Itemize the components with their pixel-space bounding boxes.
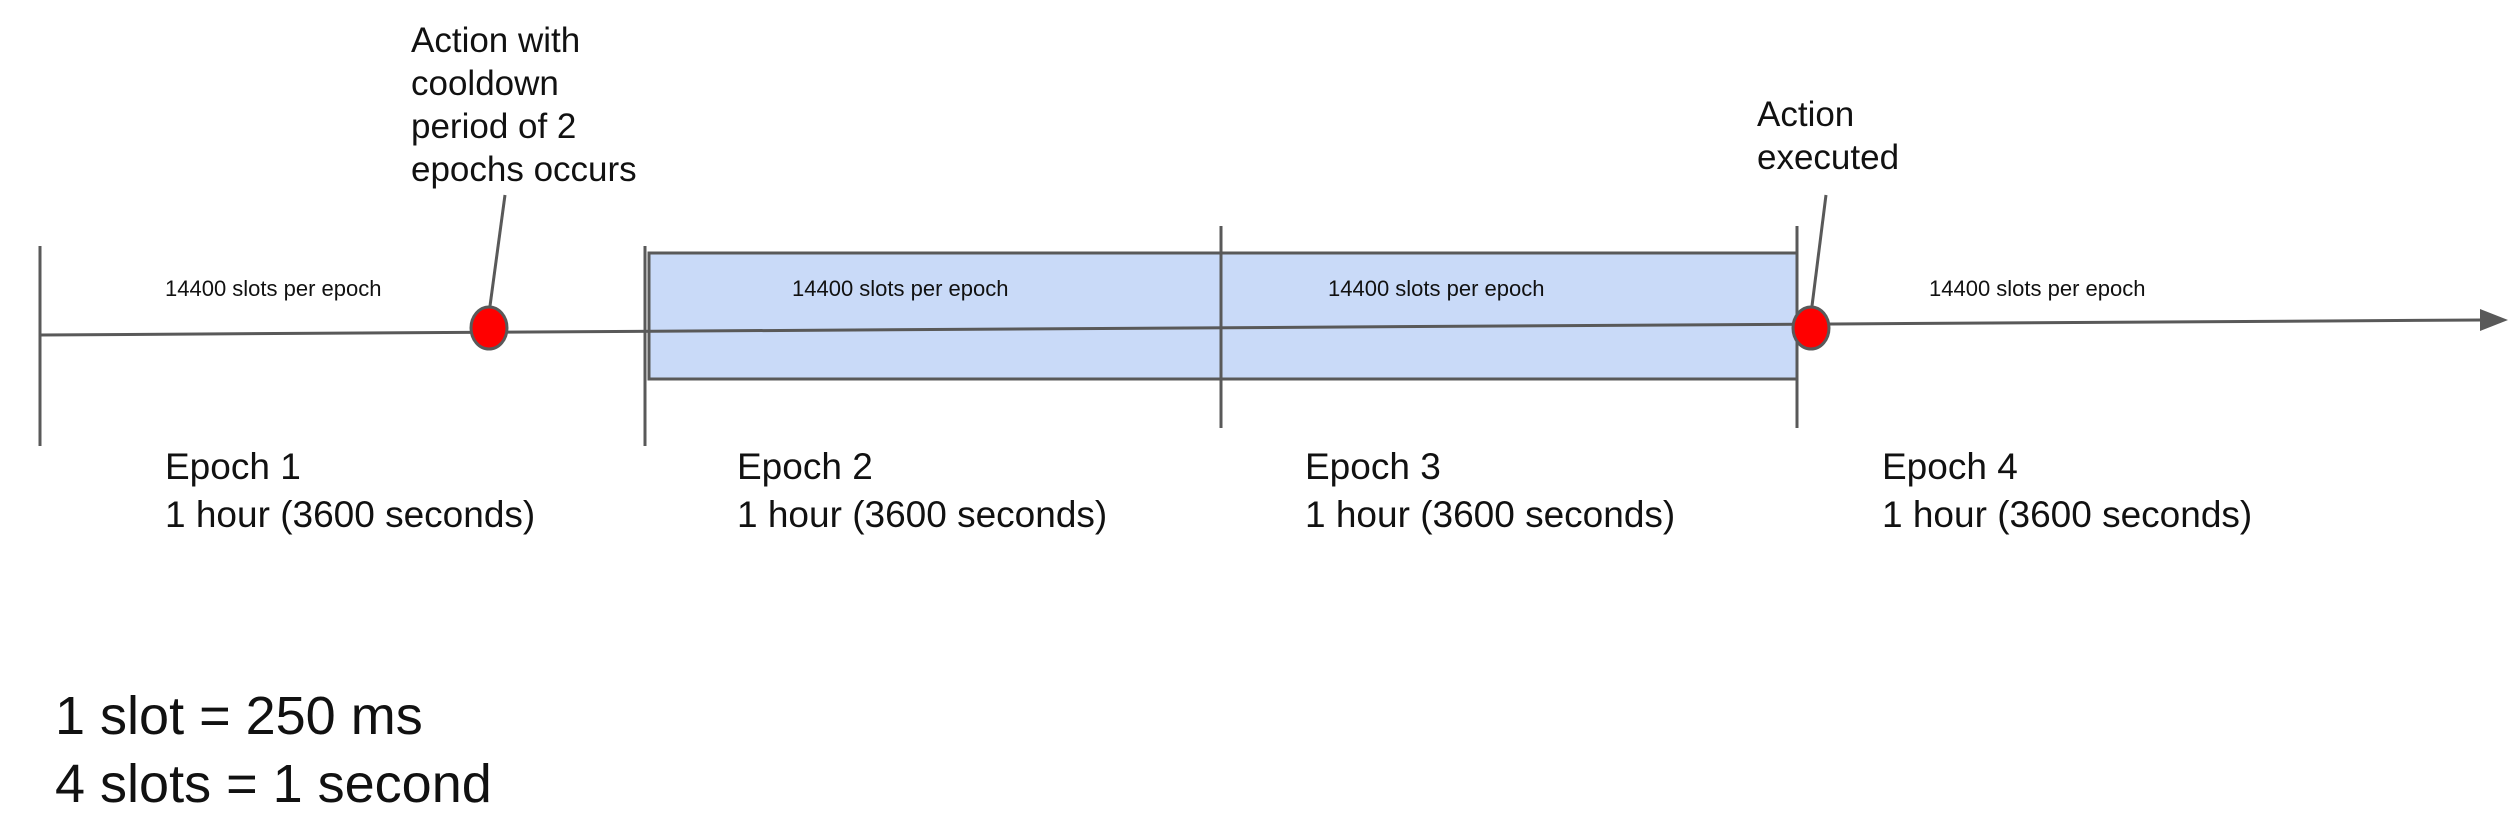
epoch-2-slots-label: 14400 slots per epoch xyxy=(792,276,1009,301)
event-annotation-executed: Action executed xyxy=(1757,93,1899,179)
event-annotation-executed-line-2: executed xyxy=(1757,138,1900,177)
epoch-3-name: Epoch 3 xyxy=(1305,446,1441,487)
event-callout-line-1 xyxy=(488,194,507,307)
epoch-3-slots-label: 14400 slots per epoch xyxy=(1328,276,1545,301)
timeline-axis xyxy=(39,318,2483,337)
epoch-4-slots-label: 14400 slots per epoch xyxy=(1929,276,2146,301)
epoch-2-name: Epoch 2 xyxy=(737,446,873,487)
cooldown-period-box xyxy=(647,251,1799,381)
epoch-4-name: Epoch 4 xyxy=(1882,446,2018,487)
event-annotation-cooldown-line-1: Action with xyxy=(411,21,581,60)
epoch-1-slots-label: 14400 slots per epoch xyxy=(165,276,382,301)
slots-per-second-note: 4 slots = 1 second xyxy=(55,754,492,814)
event-annotation-cooldown-line-2: cooldown xyxy=(411,64,559,103)
event-annotation-executed-line-1: Action xyxy=(1757,95,1855,134)
epoch-3-duration: 1 hour (3600 seconds) xyxy=(1305,494,1676,535)
epoch-1-name: Epoch 1 xyxy=(165,446,301,487)
event-annotation-cooldown-line-3: period of 2 xyxy=(411,107,577,146)
epoch-4-duration: 1 hour (3600 seconds) xyxy=(1882,494,2253,535)
event-callout-line-2 xyxy=(1810,194,1828,307)
event-annotation-cooldown-line-4: epochs occurs xyxy=(411,150,637,189)
timeline-arrow-head xyxy=(2480,309,2508,331)
epoch-2-duration: 1 hour (3600 seconds) xyxy=(737,494,1108,535)
event-annotation-cooldown: Action with cooldown period of 2 epochs … xyxy=(411,19,637,191)
event-marker-action-executed xyxy=(1791,305,1831,351)
event-marker-cooldown-start xyxy=(469,305,509,351)
slot-duration-note: 1 slot = 250 ms xyxy=(55,686,423,746)
epoch-1-duration: 1 hour (3600 seconds) xyxy=(165,494,536,535)
